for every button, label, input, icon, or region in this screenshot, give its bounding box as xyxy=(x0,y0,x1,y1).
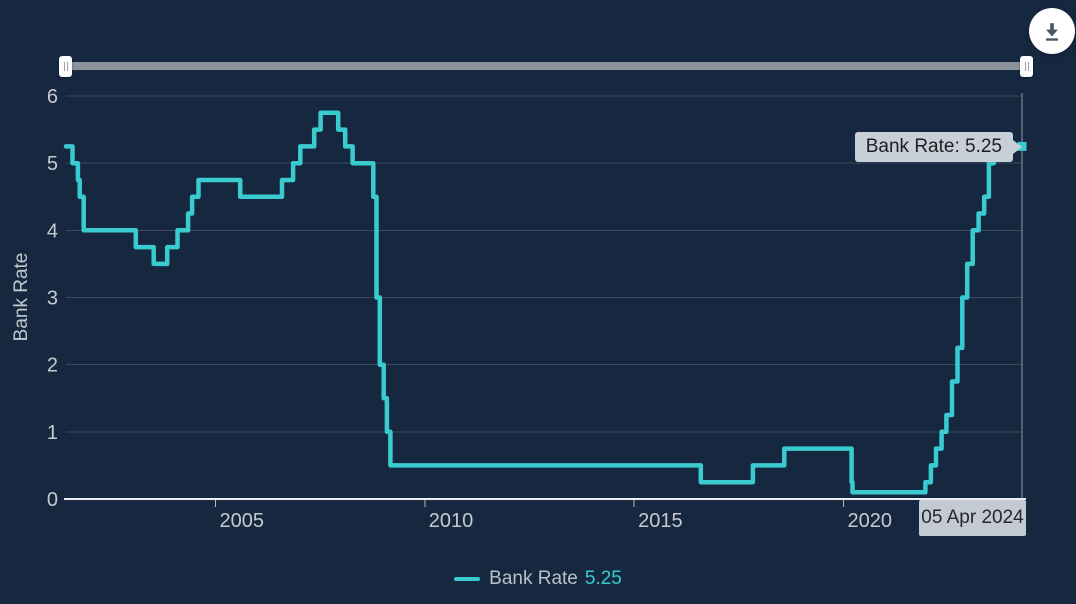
legend-item-bank-rate[interactable]: Bank Rate 5.25 xyxy=(0,566,1076,592)
x-axis-tick-label: 2020 xyxy=(848,510,893,532)
range-slider-right-handle[interactable] xyxy=(1020,56,1033,77)
range-slider-track[interactable] xyxy=(63,62,1030,70)
crosshair-date-label: 05 Apr 2024 xyxy=(919,500,1026,536)
y-axis-tick-label: 3 xyxy=(47,288,58,310)
y-axis-tick-label: 1 xyxy=(47,422,58,444)
grip-icon xyxy=(63,62,65,71)
legend-dash-icon xyxy=(454,577,481,581)
grip-icon xyxy=(1027,62,1029,71)
tooltip-text: Bank Rate: 5.25 xyxy=(865,136,1002,157)
y-axis-tick-label: 4 xyxy=(47,220,58,242)
chart-tooltip: Bank Rate: 5.25 xyxy=(854,132,1023,162)
y-axis-tick-label: 0 xyxy=(47,489,58,511)
series-endpoint-marker xyxy=(1017,141,1027,151)
series-line-bank-rate[interactable] xyxy=(63,110,1025,495)
range-slider-left-handle[interactable] xyxy=(59,56,72,77)
legend-series-value: 5.25 xyxy=(584,568,622,589)
legend-series-name: Bank Rate xyxy=(489,568,578,589)
y-axis-tick-label: 5 xyxy=(47,153,58,175)
x-axis-tick-label: 2010 xyxy=(429,510,474,532)
y-axis-tick-label: 6 xyxy=(47,86,58,108)
download-button[interactable] xyxy=(1029,8,1075,54)
y-axis-title: Bank Rate xyxy=(11,253,32,342)
x-axis-tick-label: 2015 xyxy=(638,510,683,532)
grip-icon xyxy=(66,62,68,71)
grip-icon xyxy=(1024,62,1026,71)
x-axis-tick-label: 2005 xyxy=(220,510,265,532)
download-icon xyxy=(1046,23,1058,41)
y-axis-tick-label: 2 xyxy=(47,355,58,377)
